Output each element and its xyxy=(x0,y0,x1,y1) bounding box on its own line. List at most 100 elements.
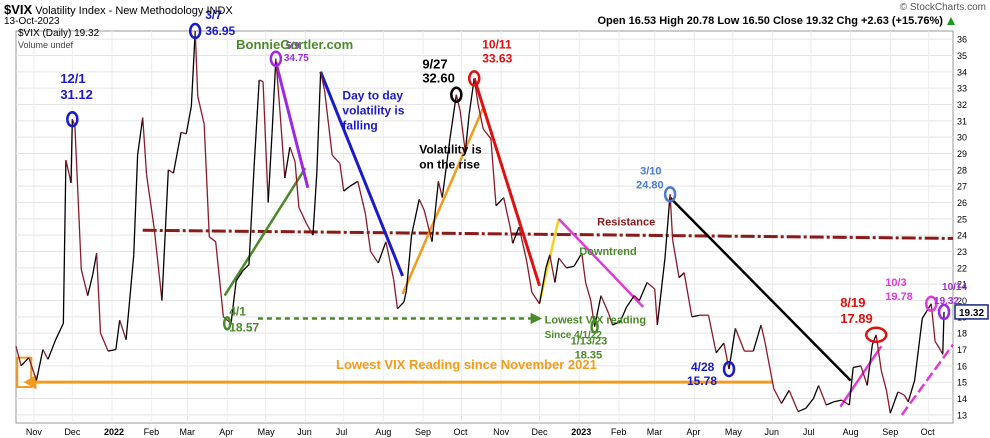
price-segment xyxy=(907,380,916,402)
price-segment xyxy=(437,181,443,198)
price-segment xyxy=(235,270,244,282)
peak-value-label: 18.35 xyxy=(575,350,603,362)
price-segment xyxy=(306,223,314,236)
price-segment xyxy=(707,315,717,353)
y-tick-label: 25 xyxy=(957,214,967,224)
x-axis-ticks: Nov Dec 2022 Feb Mar Apr May Jun Jul Aug Sep Oct Nov… xyxy=(26,427,935,437)
price-segment xyxy=(145,174,155,229)
volume-legend: Volume undef xyxy=(18,40,74,50)
price-segment xyxy=(509,226,514,244)
series-legend[interactable]: $VIX (Daily) 19.32 xyxy=(18,28,100,39)
peak-value-label: 15.78 xyxy=(687,374,717,388)
price-series xyxy=(15,30,945,414)
price-segment xyxy=(477,104,484,130)
price-segment xyxy=(866,344,874,386)
peak-date-label: 10/14 xyxy=(942,282,967,293)
lowest-since-date-label: Since 4/1/22 xyxy=(545,330,603,341)
peak-value-label: 19.32 xyxy=(934,296,959,307)
price-segment xyxy=(773,388,783,404)
price-segment xyxy=(826,401,835,406)
peak-marker xyxy=(590,319,599,334)
y-tick-label: 13 xyxy=(957,410,967,420)
price-segment xyxy=(780,390,790,404)
lowest-since-label: Lowest VIX reading xyxy=(545,314,646,326)
price-segment xyxy=(370,251,379,264)
price-segment xyxy=(913,318,923,381)
copyright[interactable]: © StockCharts.com xyxy=(899,2,986,13)
x-tick-label: Oct xyxy=(453,427,468,437)
price-segment xyxy=(55,323,64,340)
peak-value-label: 33.63 xyxy=(482,51,512,65)
price-segment xyxy=(654,289,658,326)
price-segment xyxy=(197,96,205,125)
price-segment xyxy=(455,94,461,112)
price-segment xyxy=(289,146,296,162)
price-segment xyxy=(921,303,932,319)
price-segment xyxy=(545,254,551,269)
x-tick-label: Jul xyxy=(803,427,815,437)
y-tick-label: 34 xyxy=(957,67,967,77)
price-segment xyxy=(410,199,420,236)
price-segment xyxy=(608,313,614,326)
price-segment xyxy=(482,128,492,140)
price-segment xyxy=(92,253,98,275)
peak-markers xyxy=(66,22,951,378)
peak-value-label: 18.57 xyxy=(229,320,259,334)
price-segment xyxy=(115,320,121,350)
peak-date-label: 1/13/23 xyxy=(571,336,608,348)
price-segment xyxy=(95,253,102,334)
price-segment xyxy=(377,241,387,264)
price-segment xyxy=(271,58,277,134)
peak-marker xyxy=(468,70,481,87)
x-tick-label: Mar xyxy=(647,427,663,437)
price-segment xyxy=(180,131,187,135)
annotation-labels: 12/131.123/736.955/934.75 9/2732.6010/113… xyxy=(60,8,967,388)
peak-marker xyxy=(188,22,202,40)
y-tick-label: 16 xyxy=(957,361,967,371)
price-segment xyxy=(646,282,656,290)
price-segment xyxy=(403,290,408,303)
plot-area xyxy=(15,30,954,424)
price-segment xyxy=(885,390,891,414)
red-downtrend-line xyxy=(472,77,541,287)
price-segment xyxy=(20,357,30,367)
index-name: Volatility Index - New Methodology xyxy=(35,5,204,17)
magenta-uptrend-line-2 xyxy=(900,343,955,416)
price-segment xyxy=(512,226,520,244)
resistance-line xyxy=(142,228,954,240)
price-segment xyxy=(871,334,877,345)
price-segment xyxy=(396,301,405,310)
price-segment xyxy=(119,319,127,340)
price-segment xyxy=(153,228,163,301)
price-segment xyxy=(683,272,693,317)
price-segment xyxy=(172,132,182,174)
price-segment xyxy=(441,138,451,198)
price-segment xyxy=(812,385,820,399)
price-segment xyxy=(357,181,367,215)
y-tick-label: 30 xyxy=(957,133,967,143)
peak-date-label: 8/19 xyxy=(840,295,865,310)
watermark-text: BonnieGortler.com xyxy=(236,37,353,52)
x-tick-label: Sep xyxy=(882,427,898,437)
last-price-tag: 19.32 xyxy=(954,304,989,320)
peak-date-label: 4/1 xyxy=(229,304,246,318)
peak-value-label: 31.12 xyxy=(60,87,93,102)
green-arrowhead xyxy=(530,312,543,325)
day-to-day-text: Day to day xyxy=(342,89,403,103)
ohlc-readout: Open 16.53 High 20.78 Low 16.50 Close 19… xyxy=(597,15,956,27)
price-segment xyxy=(80,269,89,296)
price-segment xyxy=(573,252,583,267)
price-segment xyxy=(349,180,359,187)
price-segment xyxy=(581,253,587,283)
price-segment xyxy=(70,119,73,183)
magenta-downtrend-line xyxy=(557,217,645,308)
price-segment xyxy=(638,282,648,301)
purple-downtrend-line xyxy=(274,61,310,189)
y-tick-label: 35 xyxy=(957,51,967,61)
volatility-rise-text: Volatility is xyxy=(419,143,482,157)
y-tick-label: 29 xyxy=(957,149,967,159)
price-segment xyxy=(15,346,22,366)
peak-marker xyxy=(937,303,951,321)
price-segment xyxy=(764,341,775,389)
